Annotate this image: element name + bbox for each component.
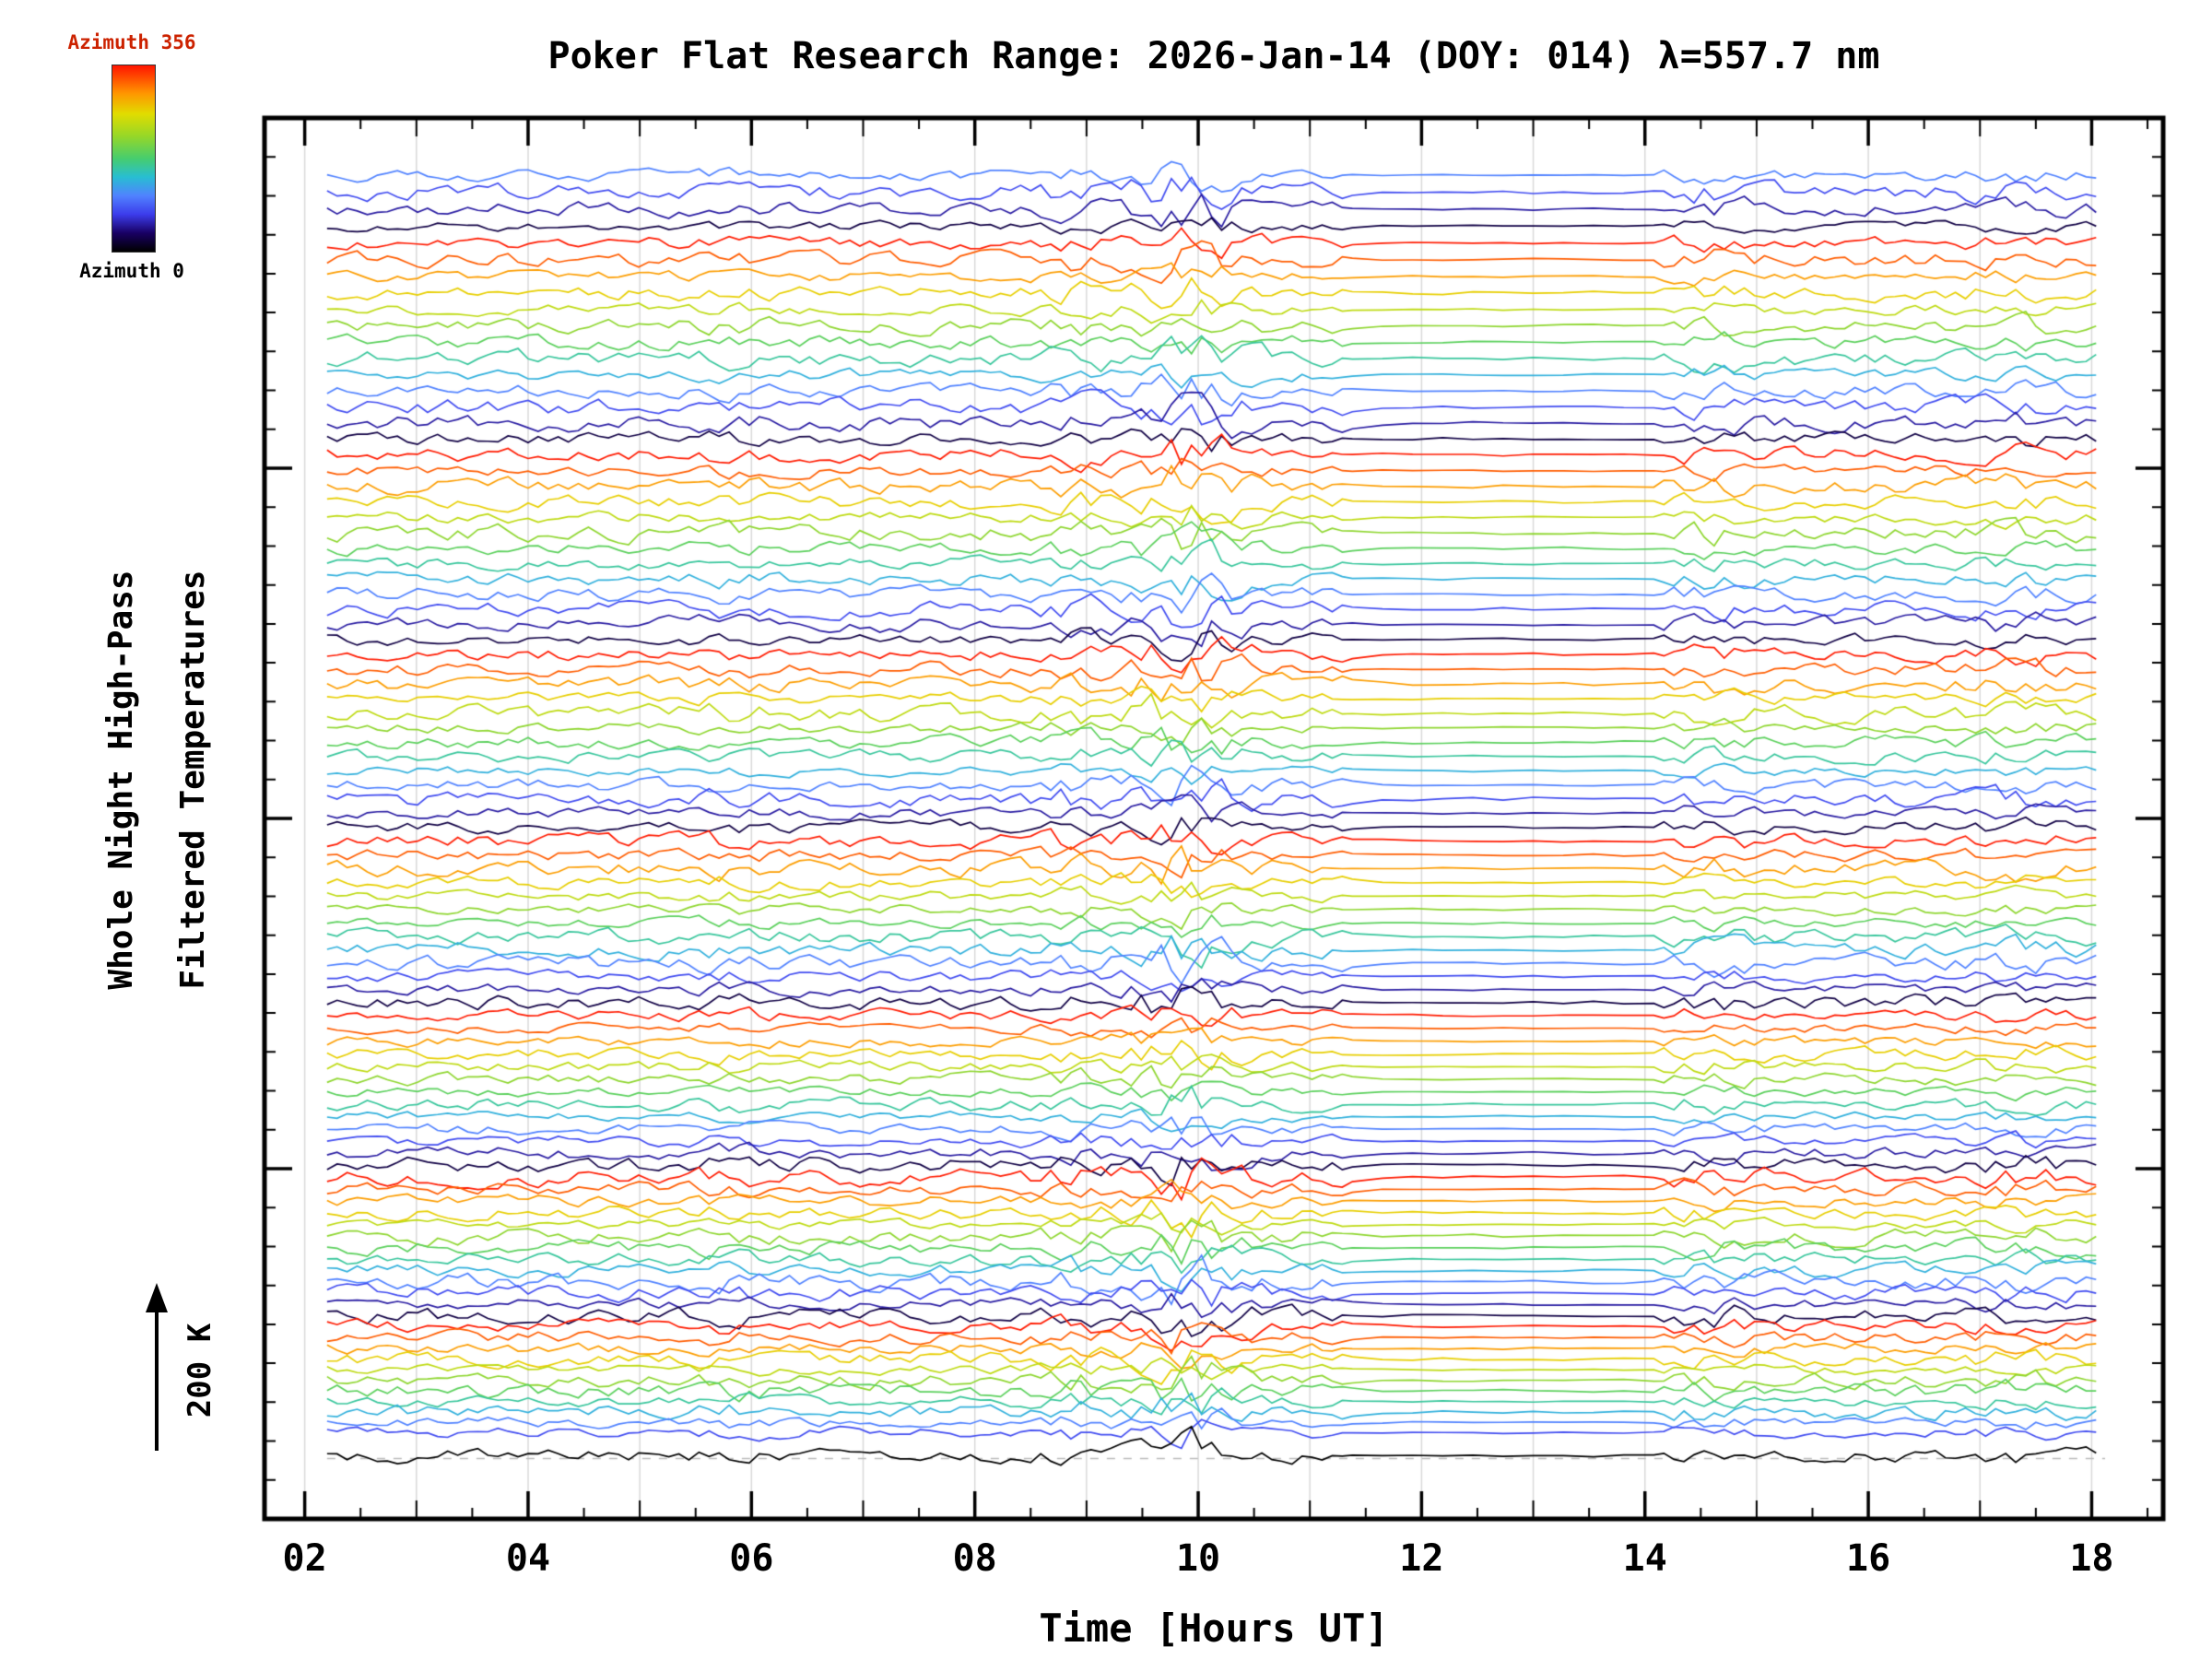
colorbar-min-label: Azimuth 0 <box>79 260 184 282</box>
colorbar-max-label: Azimuth 356 <box>67 31 196 53</box>
x-axis-title: Time [Hours UT] <box>1039 1606 1389 1651</box>
y-axis-label-line2: Filtered Temperatures <box>174 570 212 990</box>
y-axis-label-line1: Whole Night High-Pass <box>102 570 140 990</box>
chart-title: Poker Flat Research Range: 2026-Jan-14 (… <box>547 35 1880 77</box>
scale-arrow-label: 200 K <box>182 1323 218 1418</box>
scale-arrow-icon <box>146 1283 168 1451</box>
azimuth-colorbar <box>112 65 156 253</box>
